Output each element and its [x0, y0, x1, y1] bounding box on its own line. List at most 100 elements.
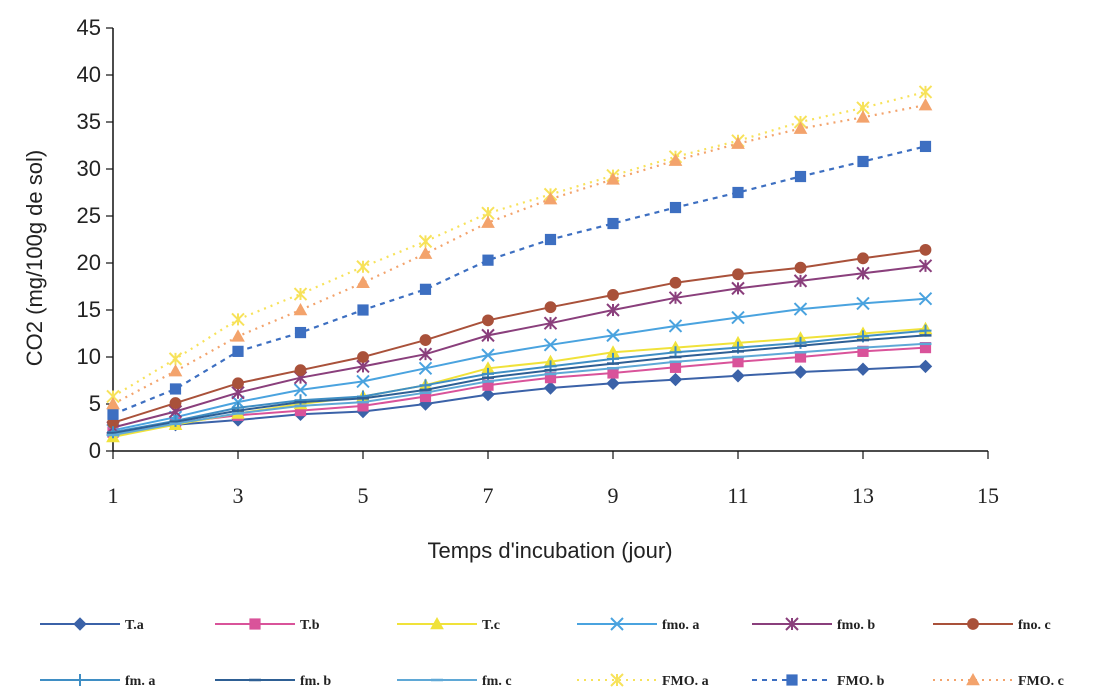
data-point: [544, 301, 557, 314]
y-tick-label: 40: [77, 62, 101, 87]
legend-item: FMO. a: [577, 673, 709, 689]
y-tick-label: 15: [77, 297, 101, 322]
data-point: [482, 254, 494, 266]
data-point: [107, 408, 119, 420]
data-point: [357, 351, 369, 363]
series-fmo-b: [107, 140, 932, 420]
x-tick-label: 11: [727, 483, 748, 508]
data-point: [169, 383, 182, 395]
data-point: [857, 345, 869, 357]
data-point: [544, 233, 557, 246]
data-point: [669, 276, 682, 289]
data-point: [293, 287, 308, 301]
legend-swatch-marker: [785, 617, 799, 631]
data-point: [606, 172, 620, 185]
series-t-b: [107, 342, 932, 438]
legend-item: fmo. b: [752, 617, 875, 633]
series-line: [112, 334, 926, 435]
data-point: [357, 390, 369, 403]
legend-item: fmo. a: [577, 617, 699, 633]
series-fm-b: [107, 334, 932, 435]
data-point: [419, 283, 432, 295]
series-line: [112, 248, 926, 424]
x-tick-label: 3: [233, 483, 244, 508]
data-point: [668, 291, 683, 305]
y-axis-title: CO2 (mg/100g de sol): [22, 150, 47, 366]
data-point: [607, 289, 619, 301]
data-point: [918, 359, 933, 374]
data-point: [731, 281, 745, 296]
x-tick-label: 5: [358, 483, 369, 508]
legend-item: T.a: [40, 617, 144, 633]
legend-swatch-marker: [73, 617, 87, 631]
data-point: [168, 352, 183, 366]
y-tick-label: 20: [77, 250, 101, 275]
data-point: [544, 372, 557, 384]
legend-label: FMO. b: [837, 674, 885, 689]
data-point: [731, 136, 745, 149]
legend: T.a T.b T.c fmo. a fmo. b fno. c fm. a fm. b fm.…: [40, 616, 1064, 689]
y-tick-label: 5: [89, 391, 101, 416]
y-tick-label: 10: [77, 344, 101, 369]
series-t-a: [106, 359, 933, 441]
data-point: [482, 379, 494, 391]
data-point: [918, 292, 933, 306]
data-point: [793, 365, 808, 379]
series-line: [112, 297, 926, 432]
legend-item: FMO. b: [752, 674, 885, 689]
legend-label: T.a: [125, 618, 144, 633]
data-point: [606, 303, 620, 317]
data-point: [356, 260, 370, 274]
legend-item: fm. c: [397, 674, 512, 689]
data-point: [606, 376, 620, 391]
data-point: [294, 394, 307, 407]
legend-swatch-marker: [249, 618, 261, 630]
legend-item: fno. c: [933, 618, 1051, 633]
data-point: [231, 329, 245, 342]
series-line: [112, 145, 926, 416]
legend-item: fm. b: [215, 674, 331, 689]
data-point: [732, 186, 744, 199]
data-point: [856, 110, 870, 123]
legend-label: fm. b: [300, 674, 331, 689]
data-point: [481, 328, 495, 343]
y-tick-label: 35: [77, 109, 101, 134]
legend-label: T.b: [300, 618, 320, 633]
data-point: [731, 369, 745, 383]
data-point: [919, 342, 932, 354]
legend-label: fmo. b: [837, 618, 875, 633]
data-point: [418, 246, 433, 259]
legend-swatch-marker: [610, 673, 624, 687]
legend-label: fmo. a: [662, 618, 699, 633]
legend-swatch-marker: [74, 674, 86, 686]
legend-label: FMO. a: [662, 674, 709, 689]
y-tick-label: 30: [77, 156, 101, 181]
data-point: [357, 304, 369, 316]
data-point: [856, 266, 870, 281]
data-point: [232, 345, 244, 357]
data-point: [418, 347, 433, 361]
legend-label: fm. c: [482, 674, 512, 689]
data-point: [793, 121, 808, 134]
data-point: [856, 362, 870, 376]
series-fmo-b: [106, 259, 933, 435]
data-point: [231, 312, 245, 327]
series-line: [112, 264, 926, 429]
series-line: [112, 329, 926, 434]
legend-label: T.c: [482, 618, 500, 633]
legend-swatch-marker: [610, 617, 624, 631]
data-point: [356, 275, 370, 289]
data-point: [668, 153, 683, 166]
x-tick-label: 7: [483, 483, 494, 508]
data-point: [856, 296, 870, 311]
x-axis-title: Temps d'incubation (jour): [427, 538, 672, 563]
data-point: [293, 383, 308, 397]
data-point: [169, 397, 182, 409]
legend-label: fm. a: [125, 674, 155, 689]
data-point: [607, 217, 619, 230]
y-tick-label: 25: [77, 203, 101, 228]
data-point: [106, 396, 120, 410]
data-point: [669, 201, 682, 214]
